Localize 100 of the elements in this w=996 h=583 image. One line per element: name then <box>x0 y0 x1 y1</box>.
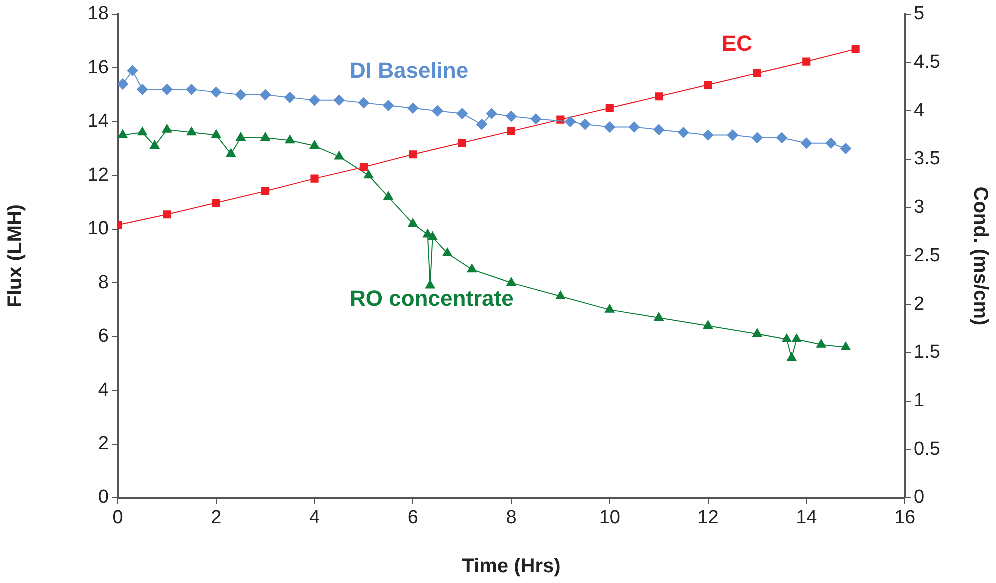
point <box>565 116 576 128</box>
point <box>506 278 516 286</box>
y-tick-label: 16 <box>88 57 109 78</box>
y2-tick-label: 3 <box>914 197 925 218</box>
point <box>704 80 712 90</box>
point <box>226 148 236 158</box>
series-label: RO concentrate <box>350 286 514 312</box>
point <box>486 108 498 120</box>
point <box>409 150 418 159</box>
point <box>408 102 419 114</box>
y2-tick-label: 5 <box>914 4 925 25</box>
y2-tick-label: 0 <box>914 487 925 508</box>
point <box>284 92 296 104</box>
point <box>606 104 614 112</box>
point <box>138 127 148 136</box>
point <box>654 124 665 136</box>
y-tick-label: 4 <box>98 380 110 401</box>
x-tick-label: 12 <box>698 508 719 529</box>
point <box>752 132 763 144</box>
point <box>655 92 664 101</box>
point <box>628 122 640 133</box>
point <box>605 304 615 313</box>
x-tick-label: 10 <box>599 508 620 529</box>
point <box>186 84 198 96</box>
point <box>556 291 566 300</box>
point <box>654 312 664 321</box>
y-tick-label: 10 <box>88 218 109 240</box>
y2-tick-label: 3.5 <box>914 148 940 170</box>
point <box>467 264 477 273</box>
point <box>506 110 517 122</box>
point <box>310 140 320 150</box>
y2-tick-label: 1.5 <box>914 342 940 364</box>
point <box>580 119 591 130</box>
point <box>604 122 616 133</box>
y-tick-label: 14 <box>88 111 110 132</box>
y2-axis-title: Cond. (ms/cm) <box>969 186 992 326</box>
point <box>358 98 370 109</box>
point <box>428 232 438 240</box>
y-tick-label: 2 <box>98 434 109 454</box>
x-tick-label: 2 <box>211 508 222 529</box>
point <box>334 94 345 106</box>
point <box>310 174 319 183</box>
point <box>752 328 762 338</box>
point <box>507 127 516 136</box>
y-tick-label: 0 <box>98 487 109 508</box>
point <box>260 132 270 141</box>
point <box>782 334 792 342</box>
point <box>776 132 788 144</box>
point <box>727 130 738 141</box>
point <box>816 339 826 348</box>
x-tick-label: 0 <box>112 508 124 529</box>
point <box>127 65 138 76</box>
point <box>456 108 468 120</box>
point <box>802 58 811 66</box>
point <box>792 334 802 342</box>
point <box>285 135 295 144</box>
point <box>432 106 444 117</box>
x-tick-label: 8 <box>506 508 517 529</box>
point <box>162 124 172 133</box>
point <box>360 163 368 172</box>
y-tick-label: 12 <box>88 164 109 186</box>
y2-tick-label: 4 <box>914 100 925 122</box>
x-tick-label: 14 <box>796 508 818 529</box>
point <box>702 130 714 141</box>
point <box>408 218 418 227</box>
point <box>118 130 128 138</box>
point <box>678 127 690 138</box>
x-tick-label: 16 <box>894 508 916 529</box>
point <box>458 139 466 148</box>
point <box>442 248 452 257</box>
point <box>703 320 714 330</box>
point <box>150 140 160 150</box>
point <box>530 114 542 125</box>
point <box>186 127 197 136</box>
point <box>235 90 246 100</box>
point <box>826 138 837 149</box>
point <box>852 45 860 54</box>
point <box>212 130 222 138</box>
y2-tick-label: 2 <box>914 294 925 315</box>
point <box>383 100 394 112</box>
point <box>236 132 246 141</box>
x-tick-label: 4 <box>309 508 320 529</box>
y2-tick-label: 4.5 <box>914 52 940 73</box>
point <box>426 280 436 289</box>
point <box>210 86 222 98</box>
point <box>753 69 762 78</box>
y-tick-label: 18 <box>88 4 109 25</box>
point <box>137 84 148 96</box>
point <box>212 198 220 208</box>
series-label: EC <box>722 31 753 56</box>
y2-tick-label: 0.5 <box>914 438 940 460</box>
point <box>787 352 797 362</box>
point <box>801 138 812 149</box>
point <box>364 170 374 179</box>
x-tick-label: 6 <box>408 508 418 529</box>
point <box>262 187 270 196</box>
series-label: DI Baseline <box>350 58 469 84</box>
point <box>118 78 128 90</box>
point <box>840 143 852 154</box>
point <box>841 342 851 351</box>
